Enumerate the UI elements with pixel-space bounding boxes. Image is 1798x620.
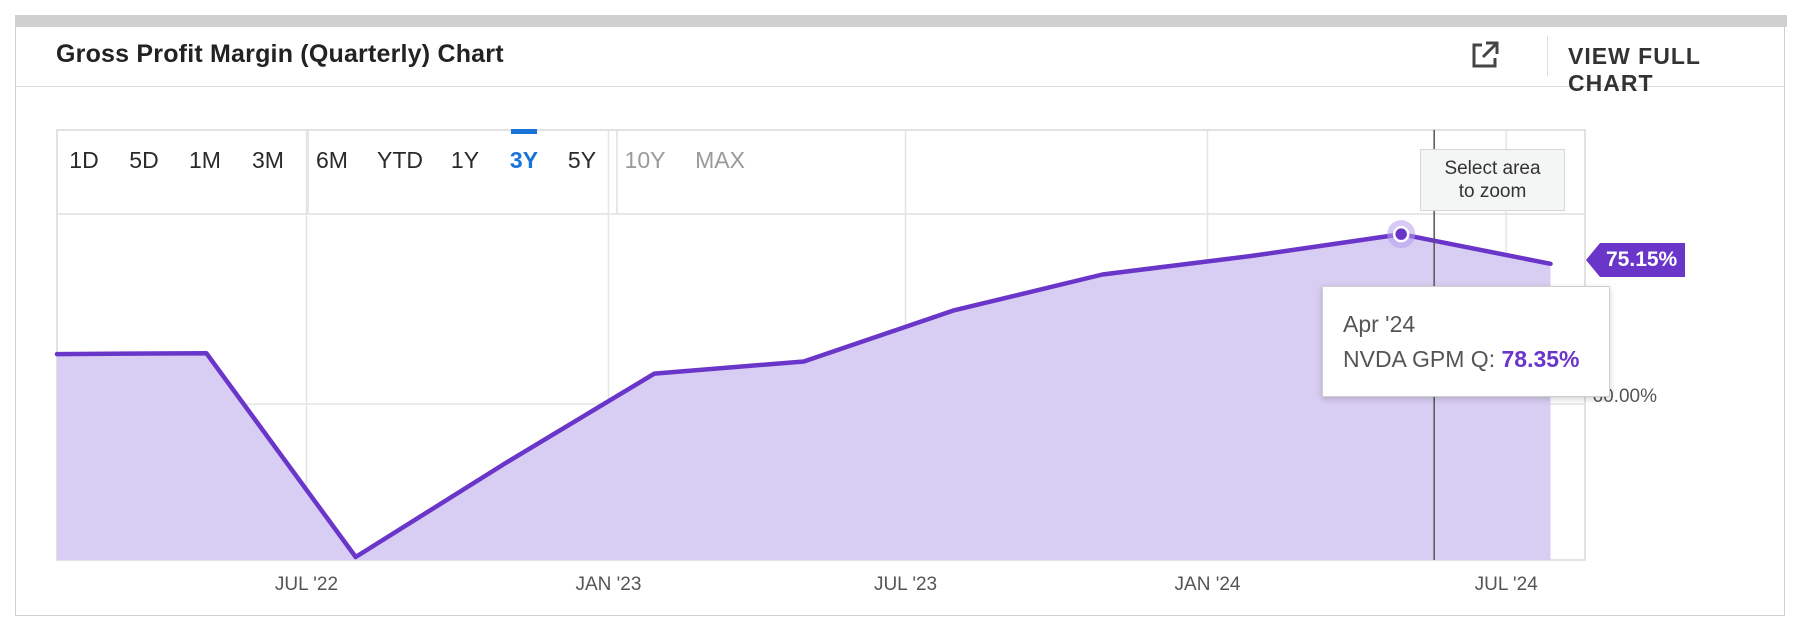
- timeframe-1m[interactable]: 1M: [189, 147, 221, 173]
- external-link-icon[interactable]: [1468, 38, 1502, 72]
- header-divider: [1547, 36, 1548, 76]
- timeframe-6m[interactable]: 6M: [316, 147, 348, 173]
- x-tick-label: JUL '24: [1475, 574, 1539, 595]
- timeframe-5d[interactable]: 5D: [129, 147, 158, 173]
- view-full-chart-button[interactable]: VIEW FULL CHART: [1568, 43, 1701, 96]
- zoom-hint-line-1: Select area: [1444, 158, 1541, 179]
- card-title: Gross Profit Margin (Quarterly) Chart: [56, 40, 504, 68]
- active-timeframe-indicator: [511, 129, 537, 134]
- tooltip-series-row: NVDA GPM Q: 78.35%: [1343, 341, 1609, 377]
- x-tick-label: JUL '22: [275, 574, 338, 595]
- highlight-point: [1392, 225, 1410, 243]
- x-tick-label: JUL '23: [874, 574, 937, 595]
- x-tick-label: JAN '23: [575, 574, 641, 595]
- area-fill: [57, 234, 1551, 560]
- tooltip-series-label: NVDA GPM Q:: [1343, 346, 1496, 372]
- timeframe-1y[interactable]: 1Y: [451, 147, 479, 173]
- chart-tooltip: Apr '24 NVDA GPM Q: 78.35%: [1322, 286, 1610, 397]
- top-border-bar: [15, 15, 1787, 27]
- series-line: [54, 231, 1553, 560]
- zoom-hint-line-2: to zoom: [1458, 181, 1527, 202]
- zoom-hint: Select area to zoom: [1420, 149, 1565, 211]
- timeframe-max: MAX: [695, 147, 745, 173]
- card-header: Gross Profit Margin (Quarterly) Chart VI…: [16, 27, 1784, 96]
- timeframe-3y[interactable]: 3Y: [510, 147, 538, 173]
- timeframe-10y: 10Y: [625, 147, 666, 173]
- tooltip-value: 78.35%: [1501, 346, 1580, 372]
- last-value-badge: 75.15%: [1585, 243, 1686, 277]
- tooltip-date: Apr '24: [1343, 311, 1416, 337]
- x-tick-label: JAN '24: [1175, 574, 1241, 595]
- timeframe-ytd[interactable]: YTD: [377, 147, 423, 173]
- timeframe-1d[interactable]: 1D: [69, 147, 98, 173]
- timeframe-3m[interactable]: 3M: [252, 147, 284, 173]
- timeframe-5y[interactable]: 5Y: [568, 147, 596, 173]
